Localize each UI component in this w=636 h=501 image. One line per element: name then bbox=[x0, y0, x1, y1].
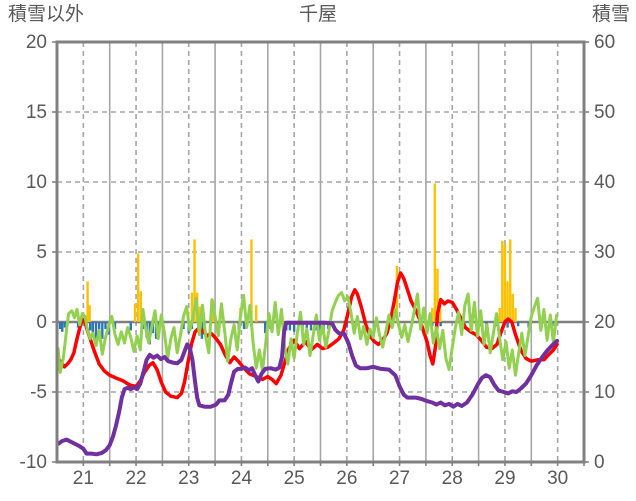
bars-orange-bar bbox=[190, 292, 194, 322]
bars-blue-bar bbox=[89, 322, 92, 331]
bars-blue-bar bbox=[439, 322, 442, 327]
bars-orange-bar bbox=[433, 183, 437, 322]
bars-blue-bar bbox=[263, 322, 267, 334]
bars-blue-bar bbox=[61, 322, 64, 332]
right-axis-title: 積雪 bbox=[591, 4, 630, 25]
bars-orange-bar bbox=[498, 308, 501, 322]
bars-orange-bar bbox=[506, 281, 509, 322]
right-axis-tick-label: 10 bbox=[594, 382, 615, 403]
bars-orange-bar bbox=[438, 301, 442, 322]
left-axis-tick-label: 10 bbox=[26, 172, 47, 193]
bars-blue-bar bbox=[91, 322, 95, 336]
bars-orange-bar bbox=[503, 245, 507, 322]
left-axis-tick-label: -5 bbox=[30, 382, 47, 403]
right-axis-tick-label: 40 bbox=[594, 172, 615, 193]
left-axis-tick-label: 15 bbox=[26, 102, 47, 123]
x-axis-tick-label: 24 bbox=[231, 468, 253, 489]
bars-blue-bar bbox=[292, 322, 296, 332]
bars-orange-bar bbox=[509, 239, 512, 322]
x-axis-tick-label: 28 bbox=[442, 468, 463, 489]
right-axis-tick-label: 60 bbox=[594, 32, 615, 53]
precipitation-bars bbox=[58, 183, 554, 345]
bars-orange-bar bbox=[436, 268, 439, 322]
left-axis-tick-label: -10 bbox=[20, 452, 47, 473]
bars-orange-bar bbox=[514, 308, 517, 322]
bars-orange-bar bbox=[431, 308, 434, 322]
bars-orange-bar bbox=[501, 240, 504, 322]
line-purple bbox=[56, 320, 560, 457]
bars-orange-bar bbox=[198, 306, 202, 322]
x-axis-tick-label: 26 bbox=[336, 468, 357, 489]
right-axis-tick-label: 0 bbox=[594, 452, 605, 473]
x-axis-tick-label: 29 bbox=[494, 468, 515, 489]
bars-orange-bar bbox=[88, 305, 91, 322]
left-axis-tick-label: 5 bbox=[36, 242, 47, 263]
left-axis-tick-label: 0 bbox=[36, 312, 47, 333]
bars-blue-bar bbox=[516, 322, 520, 327]
bars-orange-bar bbox=[139, 291, 142, 322]
data-lines bbox=[56, 271, 560, 457]
bars-blue-bar bbox=[318, 322, 321, 332]
bars-orange-bar bbox=[255, 305, 258, 322]
bars-orange-bar bbox=[86, 281, 89, 322]
bars-blue-bar bbox=[63, 322, 67, 328]
bars-blue-bar bbox=[506, 322, 509, 328]
bars-blue-bar bbox=[101, 322, 104, 339]
line-green bbox=[56, 291, 559, 377]
bars-blue-bar bbox=[309, 322, 313, 331]
right-axis-tick-label: 30 bbox=[594, 242, 615, 263]
bars-orange-bar bbox=[193, 239, 196, 322]
bars-blue-bar bbox=[76, 322, 80, 328]
bars-blue-bar bbox=[58, 322, 62, 329]
line-red bbox=[56, 271, 559, 400]
x-axis-tick-label: 27 bbox=[389, 468, 410, 489]
x-axis-tick-label: 21 bbox=[73, 468, 94, 489]
x-axis-tick-label: 23 bbox=[178, 468, 199, 489]
chart-title: 千屋 bbox=[298, 4, 337, 25]
axis-tick-labels: 20 60 15 50 10 40 5 30 0 20 -5 10 -10 0 21 22 23 24 25 26 27… bbox=[20, 32, 616, 489]
x-axis-tick-label: 30 bbox=[547, 468, 568, 489]
left-axis-title: 積雪以外 bbox=[8, 4, 85, 25]
bars-blue-bar bbox=[129, 322, 132, 331]
left-axis-tick-label: 20 bbox=[26, 32, 47, 53]
bars-orange-bar bbox=[511, 294, 515, 322]
bars-orange-bar bbox=[250, 239, 253, 322]
bars-orange-bar bbox=[136, 253, 140, 322]
bars-blue-bar bbox=[94, 322, 98, 342]
x-axis-tick-label: 22 bbox=[125, 468, 146, 489]
bars-blue-bar bbox=[305, 322, 308, 332]
right-axis-tick-label: 20 bbox=[594, 312, 615, 333]
bars-blue-bar bbox=[104, 322, 107, 329]
bars-blue-bar bbox=[113, 322, 117, 329]
x-axis-tick-label: 25 bbox=[284, 468, 305, 489]
right-axis-tick-label: 50 bbox=[594, 102, 615, 123]
bars-blue-bar bbox=[97, 322, 101, 332]
plot-frame bbox=[55, 40, 586, 464]
gridlines bbox=[52, 41, 589, 466]
bars-blue-bar bbox=[242, 322, 246, 329]
bars-orange-bar bbox=[133, 303, 137, 322]
bars-blue-bar bbox=[288, 322, 292, 331]
